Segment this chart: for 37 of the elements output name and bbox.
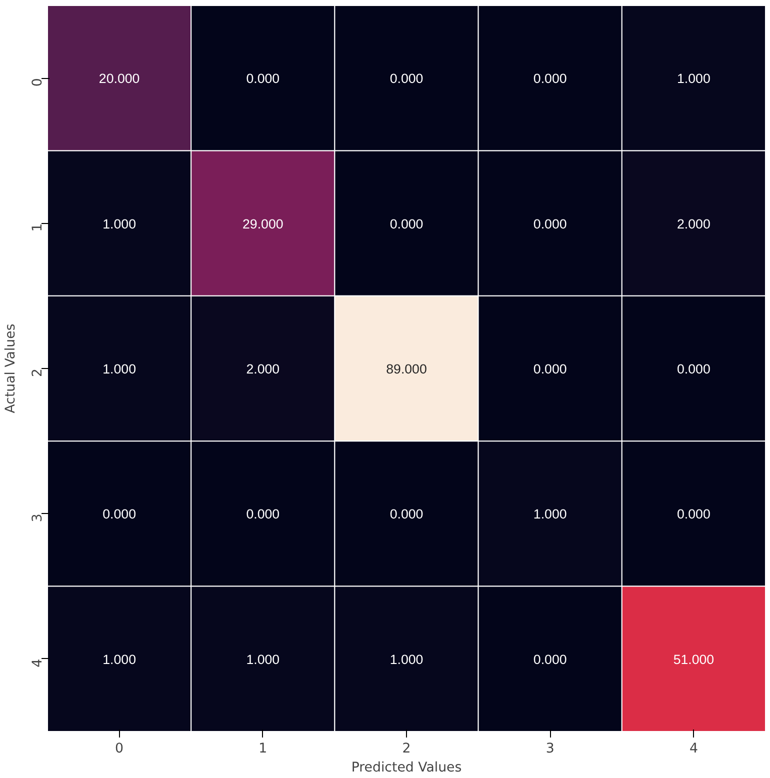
data-label: 0.000	[533, 362, 567, 376]
data-label: 0.000	[677, 506, 710, 522]
data-label: 1.000	[533, 506, 567, 522]
data-label: 0.000	[102, 506, 136, 522]
data-label: 0.000	[533, 71, 567, 86]
y-axis-title: Actual Values	[4, 324, 18, 414]
x-tick-label: 4	[689, 742, 698, 756]
data-label: 1.000	[390, 652, 424, 667]
y-tick-label: 2	[30, 368, 46, 377]
y-tick-label: 1	[30, 223, 46, 232]
data-label: 20.000	[98, 71, 140, 86]
data-label: 1.000	[102, 362, 136, 376]
data-label: 1.000	[102, 652, 136, 667]
data-label: 0.000	[533, 216, 567, 232]
data-label: 0.000	[246, 506, 280, 522]
x-axis-title: Predicted Values	[351, 760, 462, 776]
y-tick-label: 0	[30, 78, 46, 87]
data-label: 0.000	[677, 362, 710, 376]
data-label: 1.000	[677, 71, 710, 86]
y-tick-label: 4	[30, 658, 46, 668]
x-tick-label: 2	[402, 742, 411, 756]
data-label: 0.000	[390, 506, 424, 522]
data-label: 2.000	[677, 216, 710, 232]
data-label: 1.000	[246, 652, 280, 667]
x-tick-label: 1	[258, 742, 268, 756]
data-label: 1.000	[102, 216, 136, 232]
data-label: 0.000	[246, 71, 280, 86]
data-label: 51.000	[673, 652, 714, 667]
data-label: 0.000	[390, 216, 424, 232]
x-tick-label: 3	[546, 742, 554, 756]
data-label: 89.000	[386, 362, 427, 376]
data-label: 0.000	[533, 652, 567, 667]
data-label: 0.000	[390, 71, 424, 86]
data-label: 29.000	[242, 216, 284, 232]
y-tick-label: 3	[30, 514, 46, 522]
data-label: 2.000	[246, 362, 280, 376]
x-tick-label: 0	[115, 742, 124, 756]
